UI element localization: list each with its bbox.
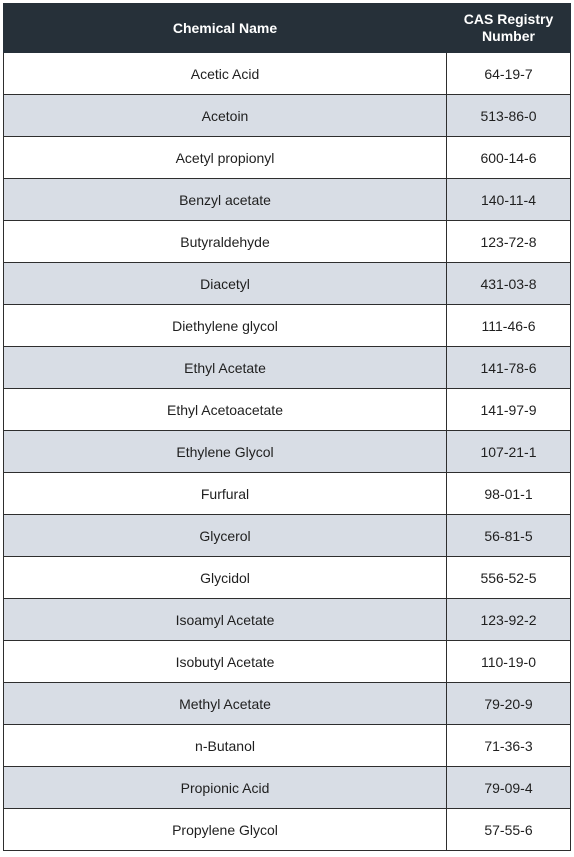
table-row: Propylene Glycol 57-55-6 <box>3 808 571 851</box>
header-cas-registry-number: CAS Registry Number <box>446 3 571 53</box>
table-row: Acetyl propionyl 600-14-6 <box>3 136 571 179</box>
cas-number-cell: 79-09-4 <box>446 766 571 809</box>
table-row: Diacetyl 431-03-8 <box>3 262 571 305</box>
table-row: Isobutyl Acetate 110-19-0 <box>3 640 571 683</box>
table-row: Glycidol 556-52-5 <box>3 556 571 599</box>
chemical-name-cell: Glycerol <box>3 514 447 557</box>
table-row: n-Butanol 71-36-3 <box>3 724 571 767</box>
table-row: Ethylene Glycol 107-21-1 <box>3 430 571 473</box>
cas-number-cell: 141-78-6 <box>446 346 571 389</box>
chemical-name-cell: Benzyl acetate <box>3 178 447 221</box>
chemical-name-cell: Diethylene glycol <box>3 304 447 347</box>
header-chemical-name: Chemical Name <box>3 3 447 53</box>
table-row: Acetic Acid 64-19-7 <box>3 52 571 95</box>
table-row: Butyraldehyde 123-72-8 <box>3 220 571 263</box>
table-row: Propionic Acid 79-09-4 <box>3 766 571 809</box>
table-row: Benzyl acetate 140-11-4 <box>3 178 571 221</box>
chemical-name-cell: Propionic Acid <box>3 766 447 809</box>
cas-number-cell: 141-97-9 <box>446 388 571 431</box>
cas-number-cell: 111-46-6 <box>446 304 571 347</box>
chemical-name-cell: Furfural <box>3 472 447 515</box>
cas-number-cell: 56-81-5 <box>446 514 571 557</box>
chemical-name-cell: Propylene Glycol <box>3 808 447 851</box>
chemical-cas-table: Chemical Name CAS Registry Number Acetic… <box>3 3 571 851</box>
cas-number-cell: 431-03-8 <box>446 262 571 305</box>
chemical-name-cell: Diacetyl <box>3 262 447 305</box>
chemical-name-cell: Methyl Acetate <box>3 682 447 725</box>
cas-number-cell: 123-92-2 <box>446 598 571 641</box>
chemical-name-cell: Acetyl propionyl <box>3 136 447 179</box>
cas-number-cell: 64-19-7 <box>446 52 571 95</box>
cas-number-cell: 600-14-6 <box>446 136 571 179</box>
chemical-name-cell: Glycidol <box>3 556 447 599</box>
cas-number-cell: 79-20-9 <box>446 682 571 725</box>
table-row: Furfural 98-01-1 <box>3 472 571 515</box>
cas-number-cell: 110-19-0 <box>446 640 571 683</box>
chemical-table-container: Chemical Name CAS Registry Number Acetic… <box>3 3 571 851</box>
chemical-name-cell: Ethyl Acetate <box>3 346 447 389</box>
table-row: Acetoin 513-86-0 <box>3 94 571 137</box>
chemical-name-cell: Acetoin <box>3 94 447 137</box>
table-row: Ethyl Acetate 141-78-6 <box>3 346 571 389</box>
chemical-name-cell: Isobutyl Acetate <box>3 640 447 683</box>
table-row: Isoamyl Acetate 123-92-2 <box>3 598 571 641</box>
cas-number-cell: 57-55-6 <box>446 808 571 851</box>
chemical-name-cell: Butyraldehyde <box>3 220 447 263</box>
chemical-name-cell: Isoamyl Acetate <box>3 598 447 641</box>
header-row: Chemical Name CAS Registry Number <box>3 3 571 53</box>
cas-number-cell: 71-36-3 <box>446 724 571 767</box>
table-body: Acetic Acid 64-19-7 Acetoin 513-86-0 Acetyl … <box>3 52 571 851</box>
chemical-name-cell: n-Butanol <box>3 724 447 767</box>
cas-number-cell: 123-72-8 <box>446 220 571 263</box>
cas-number-cell: 98-01-1 <box>446 472 571 515</box>
chemical-name-cell: Ethyl Acetoacetate <box>3 388 447 431</box>
cas-number-cell: 513-86-0 <box>446 94 571 137</box>
table-row: Diethylene glycol 111-46-6 <box>3 304 571 347</box>
cas-number-cell: 107-21-1 <box>446 430 571 473</box>
cas-number-cell: 556-52-5 <box>446 556 571 599</box>
table-row: Ethyl Acetoacetate 141-97-9 <box>3 388 571 431</box>
chemical-name-cell: Ethylene Glycol <box>3 430 447 473</box>
table-header: Chemical Name CAS Registry Number <box>3 3 571 53</box>
table-row: Glycerol 56-81-5 <box>3 514 571 557</box>
chemical-name-cell: Acetic Acid <box>3 52 447 95</box>
cas-number-cell: 140-11-4 <box>446 178 571 221</box>
table-row: Methyl Acetate 79-20-9 <box>3 682 571 725</box>
